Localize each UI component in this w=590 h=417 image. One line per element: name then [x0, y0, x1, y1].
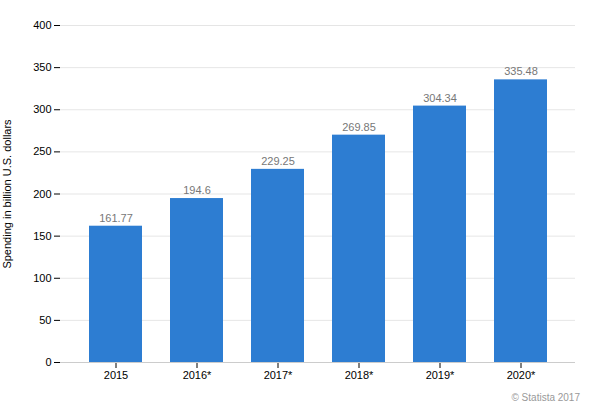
svg-text:2016*: 2016*	[183, 369, 212, 381]
svg-text:269.85: 269.85	[342, 121, 376, 133]
svg-text:400: 400	[33, 19, 51, 31]
svg-text:300: 300	[33, 103, 51, 115]
svg-text:304.34: 304.34	[423, 92, 457, 104]
svg-text:50: 50	[39, 314, 51, 326]
svg-text:194.6: 194.6	[183, 184, 211, 196]
svg-text:2018*: 2018*	[345, 369, 374, 381]
svg-text:Spending in billion U.S. dolla: Spending in billion U.S. dollars	[1, 119, 13, 269]
svg-text:2019*: 2019*	[426, 369, 455, 381]
svg-text:2015: 2015	[104, 369, 128, 381]
svg-text:2020*: 2020*	[507, 369, 536, 381]
svg-text:250: 250	[33, 145, 51, 157]
svg-text:350: 350	[33, 61, 51, 73]
svg-text:0: 0	[45, 356, 51, 368]
svg-text:100: 100	[33, 272, 51, 284]
svg-text:150: 150	[33, 230, 51, 242]
svg-text:2017*: 2017*	[264, 369, 293, 381]
svg-text:335.48: 335.48	[504, 65, 538, 77]
svg-text:161.77: 161.77	[99, 212, 133, 224]
html-text:© Statista 2017: © Statista 2017	[511, 392, 580, 403]
svg-text:200: 200	[33, 188, 51, 200]
svg-text:229.25: 229.25	[261, 155, 295, 167]
